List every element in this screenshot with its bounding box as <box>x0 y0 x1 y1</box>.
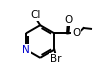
Text: Br: Br <box>50 54 61 64</box>
Text: O: O <box>64 15 72 25</box>
Text: Cl: Cl <box>30 10 41 20</box>
Text: N: N <box>22 45 30 55</box>
Text: O: O <box>72 28 80 38</box>
